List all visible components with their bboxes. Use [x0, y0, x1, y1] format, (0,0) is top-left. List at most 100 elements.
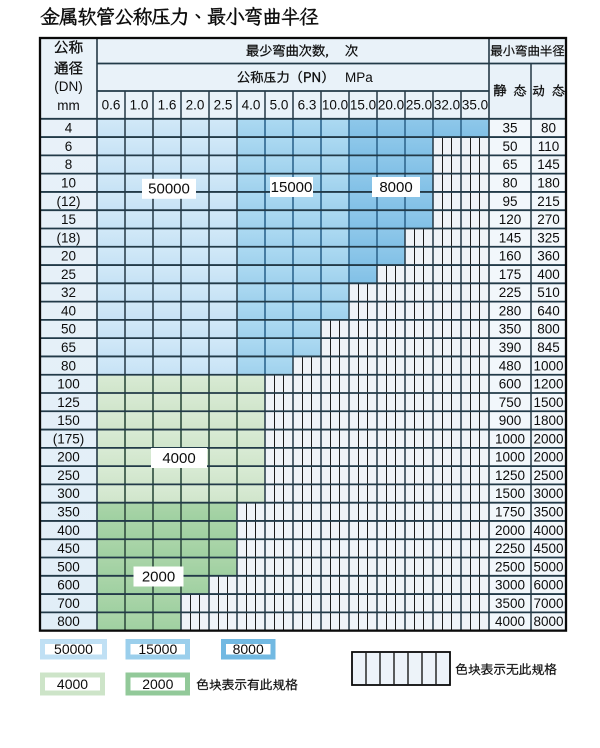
svg-text:50000: 50000 [54, 641, 93, 657]
svg-text:175: 175 [499, 267, 522, 282]
svg-text:50: 50 [502, 139, 517, 154]
svg-text:145: 145 [499, 230, 522, 245]
svg-text:325: 325 [537, 230, 560, 245]
svg-text:150: 150 [57, 413, 80, 428]
svg-text:750: 750 [499, 395, 522, 410]
svg-text:3500: 3500 [495, 596, 525, 611]
svg-text:6000: 6000 [533, 578, 563, 593]
svg-text:390: 390 [499, 340, 522, 355]
svg-text:800: 800 [537, 322, 560, 337]
svg-text:5.0: 5.0 [270, 98, 289, 113]
svg-text:640: 640 [537, 303, 560, 318]
svg-text:400: 400 [537, 267, 560, 282]
svg-text:32: 32 [61, 285, 76, 300]
svg-text:180: 180 [537, 176, 560, 191]
svg-text:65: 65 [502, 157, 517, 172]
svg-text:80: 80 [61, 358, 76, 373]
svg-text:215: 215 [537, 194, 560, 209]
svg-text:5000: 5000 [533, 559, 563, 574]
svg-text:3000: 3000 [533, 486, 563, 501]
svg-text:20.0: 20.0 [378, 98, 404, 113]
svg-text:2.0: 2.0 [186, 98, 205, 113]
svg-text:95: 95 [502, 194, 517, 209]
svg-text:20: 20 [61, 249, 76, 264]
svg-text:845: 845 [537, 340, 560, 355]
svg-text:800: 800 [57, 614, 80, 629]
svg-text:35.0: 35.0 [462, 98, 488, 113]
svg-text:1.0: 1.0 [130, 98, 149, 113]
svg-text:3500: 3500 [533, 505, 563, 520]
svg-text:2000: 2000 [495, 523, 525, 538]
svg-text:200: 200 [57, 450, 80, 465]
svg-text:700: 700 [57, 596, 80, 611]
svg-text:480: 480 [499, 358, 522, 373]
svg-text:500: 500 [57, 559, 80, 574]
svg-text:40: 40 [61, 303, 76, 318]
svg-text:4500: 4500 [533, 541, 563, 556]
svg-text:450: 450 [57, 541, 80, 556]
svg-text:15000: 15000 [271, 179, 313, 196]
svg-text:50: 50 [61, 322, 76, 337]
svg-text:4000: 4000 [162, 450, 195, 467]
svg-text:8000: 8000 [379, 179, 412, 196]
svg-text:0.6: 0.6 [102, 98, 121, 113]
svg-text:4000: 4000 [495, 614, 525, 629]
svg-text:2000: 2000 [533, 450, 563, 465]
svg-text:50000: 50000 [148, 181, 190, 198]
svg-text:25.0: 25.0 [406, 98, 432, 113]
svg-text:510: 510 [537, 285, 560, 300]
svg-text:10: 10 [61, 176, 76, 191]
svg-text:6: 6 [65, 139, 73, 154]
svg-text:80: 80 [502, 176, 517, 191]
svg-text:3000: 3000 [495, 578, 525, 593]
svg-text:2500: 2500 [533, 468, 563, 483]
svg-text:6.3: 6.3 [298, 98, 317, 113]
svg-text:7000: 7000 [533, 596, 563, 611]
svg-text:2.5: 2.5 [214, 98, 233, 113]
svg-text:280: 280 [499, 303, 522, 318]
svg-text:2000: 2000 [142, 676, 173, 692]
svg-text:4000: 4000 [533, 523, 563, 538]
svg-text:80: 80 [541, 121, 556, 136]
svg-text:400: 400 [57, 523, 80, 538]
svg-text:1500: 1500 [533, 395, 563, 410]
svg-text:1.6: 1.6 [158, 98, 177, 113]
svg-text:1200: 1200 [533, 377, 563, 392]
svg-text:1750: 1750 [495, 505, 525, 520]
svg-text:1000: 1000 [495, 431, 525, 446]
svg-text:4000: 4000 [57, 676, 88, 692]
svg-text:145: 145 [537, 157, 560, 172]
svg-text:25: 25 [61, 267, 76, 282]
svg-text:MPa: MPa [345, 70, 373, 85]
svg-text:1250: 1250 [495, 468, 525, 483]
svg-text:250: 250 [57, 468, 80, 483]
svg-text:1000: 1000 [533, 358, 563, 373]
svg-text:mm: mm [57, 98, 80, 113]
svg-text:65: 65 [61, 340, 76, 355]
svg-text:(12): (12) [56, 194, 80, 209]
svg-text:2000: 2000 [533, 431, 563, 446]
svg-text:160: 160 [499, 249, 522, 264]
svg-text:4.0: 4.0 [242, 98, 261, 113]
svg-text:350: 350 [57, 505, 80, 520]
svg-text:360: 360 [537, 249, 560, 264]
svg-text:8: 8 [65, 157, 73, 172]
svg-text:225: 225 [499, 285, 522, 300]
svg-text:350: 350 [499, 322, 522, 337]
svg-text:32.0: 32.0 [434, 98, 460, 113]
svg-text:2000: 2000 [142, 568, 175, 585]
svg-text:15: 15 [61, 212, 76, 227]
svg-text:8000: 8000 [533, 614, 563, 629]
svg-text:300: 300 [57, 486, 80, 501]
svg-text:2500: 2500 [495, 559, 525, 574]
svg-text:270: 270 [537, 212, 560, 227]
svg-text:(DN): (DN) [54, 79, 83, 94]
svg-text:110: 110 [538, 139, 560, 154]
svg-text:15.0: 15.0 [350, 98, 376, 113]
svg-text:120: 120 [499, 212, 522, 227]
svg-text:(18): (18) [56, 230, 80, 245]
svg-text:1800: 1800 [533, 413, 563, 428]
svg-text:4: 4 [65, 121, 73, 136]
svg-text:8000: 8000 [233, 641, 264, 657]
svg-text:2250: 2250 [495, 541, 525, 556]
